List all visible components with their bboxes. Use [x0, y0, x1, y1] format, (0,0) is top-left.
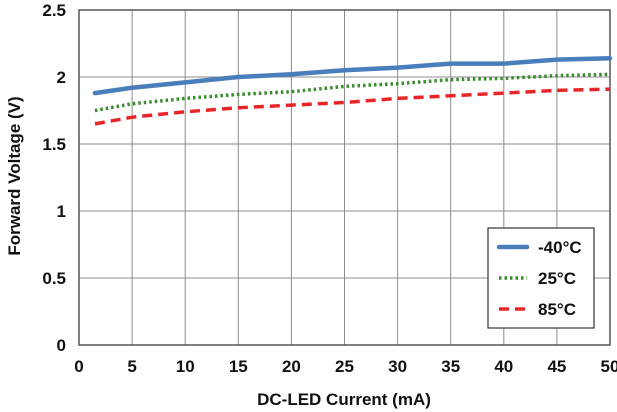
y-tick-label-0: 0	[57, 336, 66, 355]
x-tick-label-1: 5	[127, 357, 136, 376]
legend: -40°C 25°C 85°C	[487, 227, 595, 329]
y-tick-label-4: 2	[57, 68, 66, 87]
x-tick-label-9: 45	[547, 357, 566, 376]
y-tick-label-1: 0.5	[42, 269, 66, 288]
series-line-0	[92, 55, 613, 96]
x-axis-tick-labels: 0 5 10 15 20 25 30 35 40 45 50	[74, 357, 617, 376]
legend-label-0: -40°C	[538, 238, 582, 257]
series-line-2	[94, 87, 611, 126]
y-tick-label-5: 2.5	[42, 1, 66, 20]
x-tick-label-5: 25	[335, 357, 354, 376]
y-axis-title: Forward Voltage (V)	[5, 96, 24, 255]
y-axis-tick-labels: 0 0.5 1 1.5 2 2.5	[42, 1, 66, 355]
x-tick-label-2: 10	[176, 357, 195, 376]
legend-label-1: 25°C	[538, 269, 576, 288]
series-0	[92, 55, 613, 96]
x-tick-label-10: 50	[601, 357, 617, 376]
y-tick-label-2: 1	[57, 202, 66, 221]
series-2	[94, 87, 611, 126]
plot-area-frame	[78, 9, 611, 346]
x-tick-label-4: 20	[282, 357, 301, 376]
legend-label-2: 85°C	[538, 300, 576, 319]
y-tick-label-3: 1.5	[42, 135, 66, 154]
series-1	[94, 72, 611, 113]
x-tick-label-7: 35	[441, 357, 460, 376]
x-tick-label-8: 40	[494, 357, 513, 376]
x-axis-title: DC-LED Current (mA)	[257, 390, 431, 409]
x-tick-label-3: 15	[229, 357, 248, 376]
x-tick-label-0: 0	[74, 357, 83, 376]
series-line-1	[94, 72, 611, 113]
x-tick-label-6: 30	[388, 357, 407, 376]
series-layer	[92, 55, 613, 126]
